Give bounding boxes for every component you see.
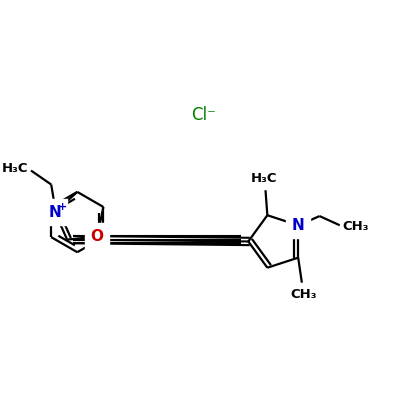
Text: O: O xyxy=(91,229,104,244)
Text: N: N xyxy=(48,204,61,220)
Text: CH₃: CH₃ xyxy=(343,220,369,233)
Text: CH₃: CH₃ xyxy=(290,288,317,301)
Text: N: N xyxy=(292,218,304,233)
Text: H₃C: H₃C xyxy=(250,172,277,185)
Text: +: + xyxy=(58,202,67,212)
Text: Cl⁻: Cl⁻ xyxy=(191,106,216,124)
Text: H₃C: H₃C xyxy=(2,162,28,175)
